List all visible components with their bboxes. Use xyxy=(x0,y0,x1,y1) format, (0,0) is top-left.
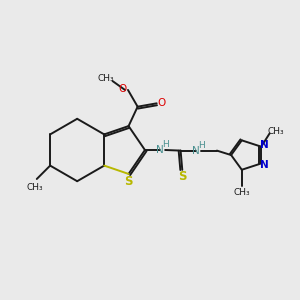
Text: H: H xyxy=(162,140,169,149)
Text: H: H xyxy=(198,141,205,150)
Text: N: N xyxy=(156,145,164,155)
Text: N: N xyxy=(260,160,269,170)
Text: CH₃: CH₃ xyxy=(98,74,114,82)
Text: N: N xyxy=(192,146,200,156)
Text: S: S xyxy=(124,175,133,188)
Text: CH₃: CH₃ xyxy=(233,188,250,197)
Text: O: O xyxy=(158,98,166,108)
Text: CH₃: CH₃ xyxy=(27,183,44,192)
Text: O: O xyxy=(118,84,127,94)
Text: S: S xyxy=(178,170,186,183)
Text: CH₃: CH₃ xyxy=(268,127,284,136)
Text: N: N xyxy=(260,140,269,150)
